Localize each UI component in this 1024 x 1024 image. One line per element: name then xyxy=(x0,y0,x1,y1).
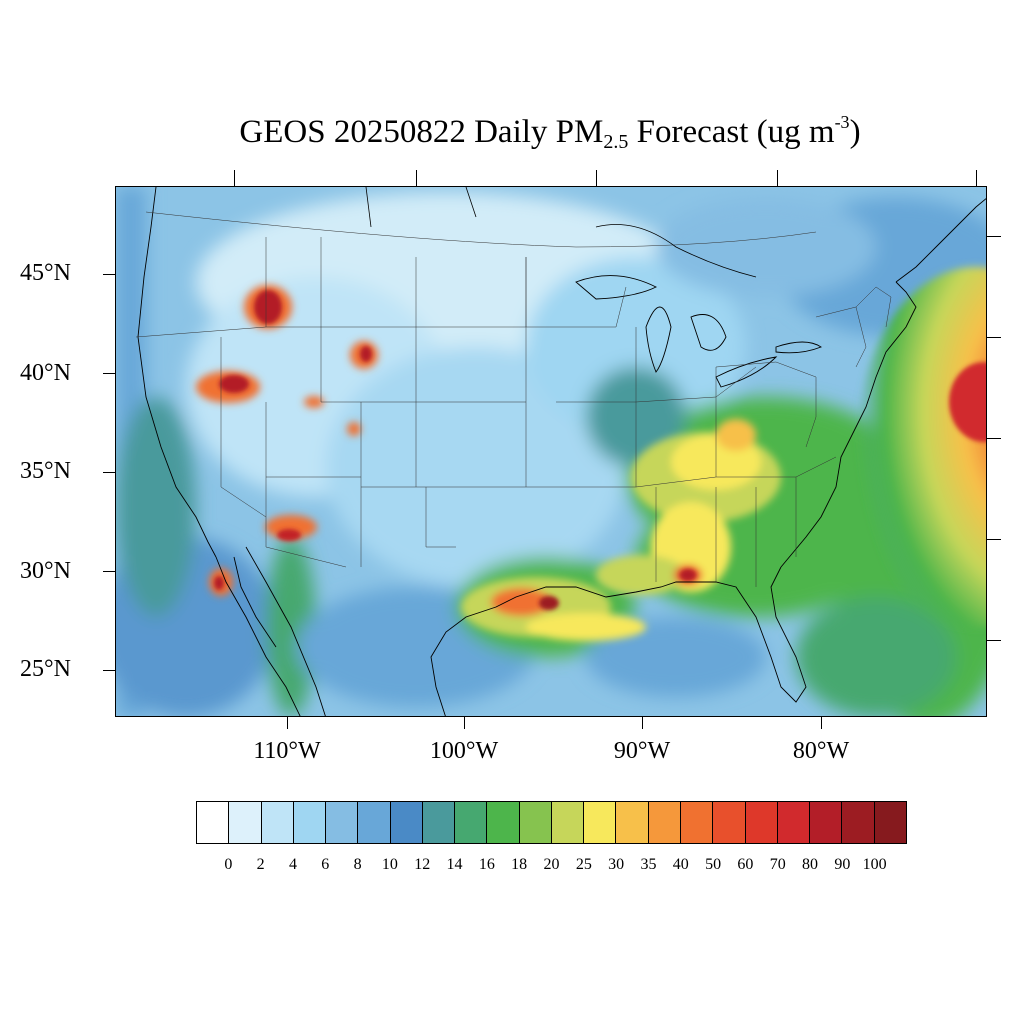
colorbar-swatch xyxy=(390,802,423,843)
colorbar-label: 8 xyxy=(353,856,362,873)
colorbar-label: 30 xyxy=(608,856,625,873)
colorbar-swatch xyxy=(326,802,359,843)
colorbar-label: 40 xyxy=(672,856,689,873)
tick-right-5 xyxy=(987,640,1001,641)
tick-bottom-100 xyxy=(464,717,465,729)
colorbar-swatch xyxy=(616,802,649,843)
lat-label-30: 30°N xyxy=(20,558,71,584)
tick-top-2 xyxy=(416,170,417,186)
colorbar-label: 14 xyxy=(446,856,463,873)
tick-top-1 xyxy=(234,170,235,186)
colorbar-label: 90 xyxy=(834,856,851,873)
lon-label-90w: 90°W xyxy=(613,738,671,764)
tick-right-2 xyxy=(987,337,1001,338)
colorbar-swatch xyxy=(777,802,811,843)
colorbar xyxy=(196,801,907,844)
colorbar-swatch xyxy=(293,802,327,843)
tick-left-40 xyxy=(103,373,115,374)
colorbar-label: 80 xyxy=(802,856,819,873)
colorbar-label: 20 xyxy=(543,856,560,873)
colorbar-swatch xyxy=(551,802,585,843)
colorbar-label: 6 xyxy=(321,856,330,873)
lat-label-35: 35°N xyxy=(20,458,71,484)
colorbar-label: 0 xyxy=(224,856,233,873)
colorbar-swatch xyxy=(842,802,875,843)
colorbar-swatch xyxy=(648,802,681,843)
lon-label-110w: 110°W xyxy=(253,738,321,764)
colorbar-label: 60 xyxy=(737,856,754,873)
colorbar-swatch xyxy=(680,802,714,843)
colorbar-swatch xyxy=(229,802,262,843)
colorbar-swatch xyxy=(422,802,456,843)
lon-label-80w: 80°W xyxy=(792,738,850,764)
colorbar-label: 18 xyxy=(511,856,528,873)
colorbar-label: 16 xyxy=(478,856,495,873)
tick-bottom-80 xyxy=(821,717,822,729)
colorbar-label: 25 xyxy=(575,856,592,873)
colorbar-label: 100 xyxy=(862,856,887,873)
colorbar-swatch xyxy=(455,802,488,843)
colorbar-label: 2 xyxy=(256,856,265,873)
tick-left-45 xyxy=(103,274,115,275)
tick-top-4 xyxy=(777,170,778,186)
tick-top-5 xyxy=(976,170,977,186)
tick-left-25 xyxy=(103,670,115,671)
colorbar-swatch xyxy=(584,802,617,843)
colorbar-label: 12 xyxy=(414,856,431,873)
colorbar-swatch xyxy=(487,802,520,843)
colorbar-label: 10 xyxy=(381,856,398,873)
colorbar-swatch xyxy=(197,802,230,843)
colorbar-swatch xyxy=(519,802,552,843)
colorbar-swatch xyxy=(745,802,778,843)
pm25-map xyxy=(115,186,987,717)
coastline-outlines xyxy=(137,187,986,716)
tick-bottom-110 xyxy=(287,717,288,729)
tick-top-3 xyxy=(596,170,597,186)
tick-bottom-90 xyxy=(642,717,643,729)
tick-right-4 xyxy=(987,539,1001,540)
tick-right-1 xyxy=(987,236,1001,237)
colorbar-swatch xyxy=(261,802,294,843)
colorbar-swatch xyxy=(874,802,906,843)
lon-label-100w: 100°W xyxy=(429,738,499,764)
state-borders xyxy=(135,211,892,587)
colorbar-label: 50 xyxy=(705,856,722,873)
colorbar-swatch xyxy=(358,802,391,843)
tick-left-35 xyxy=(103,472,115,473)
lat-label-45: 45°N xyxy=(20,260,71,286)
lat-label-25: 25°N xyxy=(20,656,71,682)
lat-label-40: 40°N xyxy=(20,360,71,386)
colorbar-swatch xyxy=(810,802,843,843)
colorbar-label: 35 xyxy=(640,856,657,873)
tick-left-30 xyxy=(103,571,115,572)
colorbar-swatch xyxy=(713,802,746,843)
colorbar-label: 70 xyxy=(769,856,786,873)
map-title: GEOS 20250822 Daily PM2.5 Forecast (ug m… xyxy=(239,112,861,153)
colorbar-label: 4 xyxy=(288,856,297,873)
tick-right-3 xyxy=(987,438,1001,439)
